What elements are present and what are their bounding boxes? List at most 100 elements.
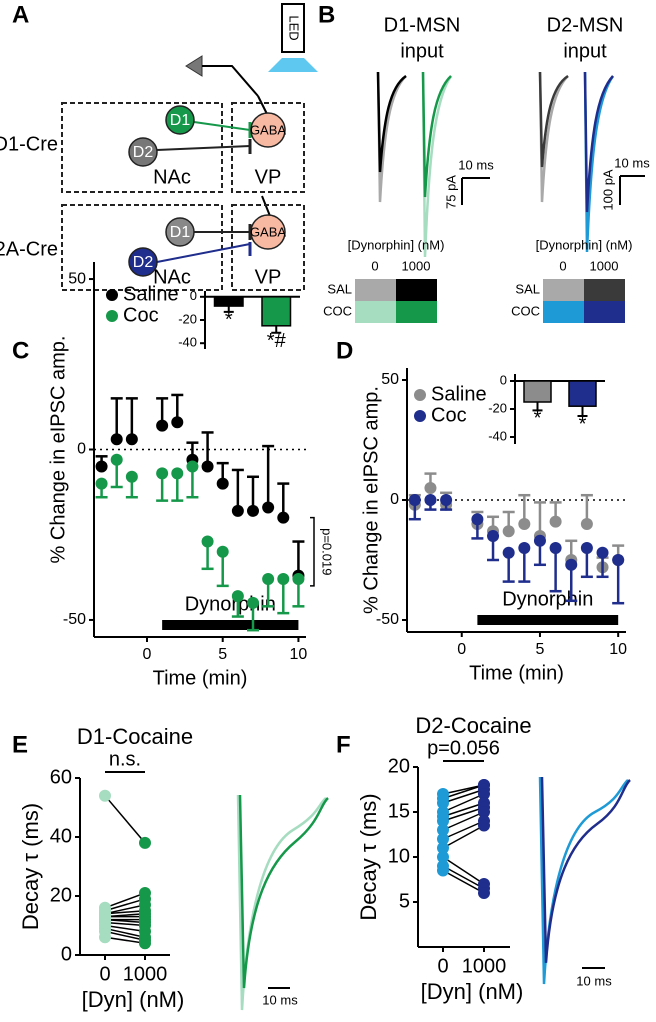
panel-label: B [318,1,335,28]
y-tick-label: 0 [77,441,86,458]
data-point [217,478,229,490]
panel-a: LED D1-Cre A2A-Cre D1 D2 GABA D1 D2 GABA… [0,4,318,290]
trace [238,795,326,1010]
data-point [139,937,151,949]
panel-label: A [12,1,29,28]
trace [540,72,568,167]
panel-label: D [336,337,353,364]
scale-label: 75 pA [443,175,458,209]
y-tick-label: -20 [488,400,507,415]
data-point [581,542,593,554]
bar [262,297,291,326]
led-beam [268,58,318,72]
y-tick-label: 5 [399,890,410,912]
axon [157,244,250,262]
data-point [96,478,108,490]
data-point [126,471,138,483]
pair-line [105,796,145,843]
scale-label: 10 ms [576,973,612,988]
legend-swatch [355,279,396,301]
legend-level: 1000 [402,258,431,273]
legend-level: 1000 [590,258,619,273]
data-point [247,505,259,517]
neuron-label: D1 [170,112,191,129]
data-point [581,518,593,530]
pair-line [443,871,484,894]
bar [524,381,551,402]
data-point [471,513,483,525]
y-axis-label: % Change in eIPSC amp. [360,386,382,614]
data-point [96,461,108,473]
p-value: p=0.019 [320,528,335,575]
y-tick-label: 50 [381,371,399,388]
axon [157,146,250,150]
legend-label: Saline [431,383,487,405]
scale-label: 10 ms [458,157,494,172]
region-label: VP [255,266,282,288]
legend-marker [106,310,118,322]
bar [215,297,244,306]
data-point [597,547,609,559]
legend-marker [106,289,118,301]
significance: * [534,408,542,430]
significance: * [579,413,587,435]
row-label: D1-Cre [0,133,58,155]
legend-group: SAL [327,281,352,296]
scale-label: 10 ms [262,992,298,1007]
chart-title: D1-Cocaine [77,724,193,749]
legend-swatch [543,279,584,301]
y-tick-label: -50 [63,611,86,628]
chart-title: D2-Cocaine [415,713,531,738]
panel-label: C [12,337,29,364]
trace [240,795,328,988]
legend-marker [414,389,426,401]
data-point [292,573,304,585]
y-tick-label: 20 [388,755,410,777]
y-tick-label: 40 [50,825,72,847]
legend-swatch [396,301,437,323]
x-tick-label: 1000 [123,963,168,985]
y-tick-label: 50 [68,270,86,287]
data-point [139,837,151,849]
dynorphin-bar [477,615,618,625]
dynorphin-bar [162,620,298,630]
legend-title: [Dynorphin] (nM) [348,237,445,252]
data-point [612,554,624,566]
recording-arrow [186,56,202,76]
dynorphin-label: Dynorphin [502,588,593,610]
data-point [232,590,244,602]
panel-label: F [336,731,351,758]
data-point [487,530,499,542]
legend-title: [Dynorphin] (nM) [536,237,633,252]
bar [569,381,596,406]
legend-marker [414,410,426,422]
data-point [171,416,183,428]
significance: * [225,309,233,331]
neuron-label: D2 [133,254,154,271]
y-tick-label: 20 [50,884,72,906]
data-point [262,501,274,513]
x-tick-label: 0 [457,641,466,658]
data-point [409,494,421,506]
region-label: NAc [153,166,191,188]
x-tick-label: 0 [99,963,110,985]
pair-line [105,923,145,926]
data-point [171,467,183,479]
data-point [440,494,452,506]
data-point [262,573,274,585]
legend-group: COC [323,303,352,318]
led-label: LED [287,15,302,40]
panel-label: E [12,731,28,758]
column-title: input [400,40,444,62]
region-label: VP [255,166,282,188]
data-point [534,535,546,547]
x-axis-label: [Dyn] (nM) [421,979,524,1004]
legend-swatch [543,301,584,323]
x-axis-label: Time (min) [469,662,564,684]
legend-label: Saline [123,283,179,305]
trace [542,777,630,963]
x-tick-label: 1000 [462,955,507,977]
x-tick-label: 5 [536,641,545,658]
data-point [437,865,449,877]
data-point [277,573,289,585]
